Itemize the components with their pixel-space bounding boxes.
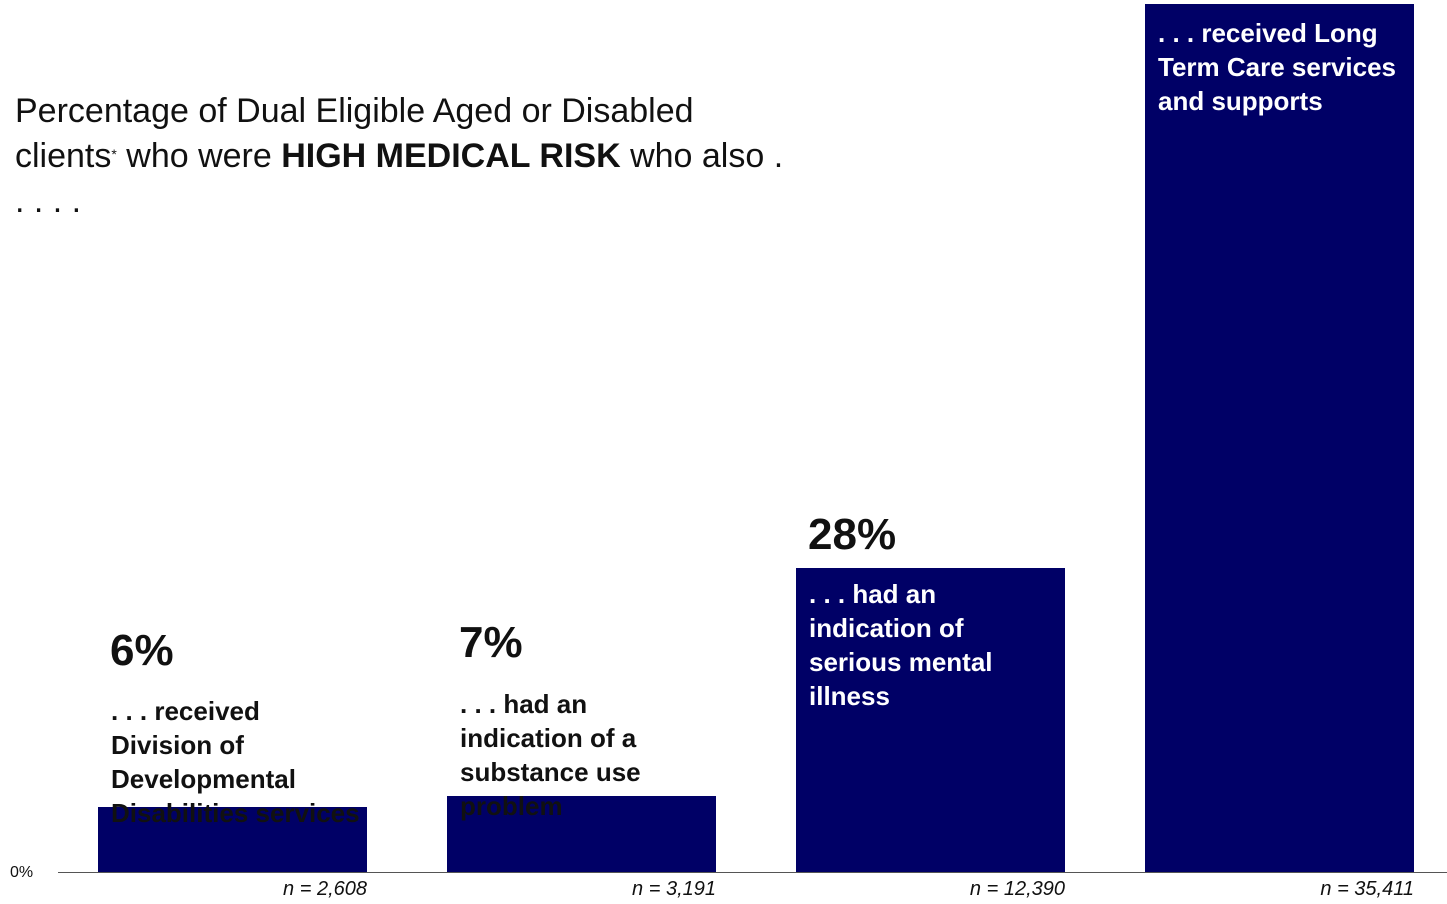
n-label-mental-illness: n = 12,390 <box>969 878 1065 900</box>
asterisk: * <box>111 146 117 162</box>
pct-label-developmental-disabilities: 6% <box>110 626 174 675</box>
desc-substance-use: . . . had an indication of a substance u… <box>460 689 641 821</box>
desc-developmental-disabilities: . . . received Division of Developmental… <box>111 696 360 828</box>
x-axis-line <box>58 872 1447 873</box>
n-label-substance-use: n = 3,191 <box>632 878 716 900</box>
bar-developmental-disabilities <box>98 806 367 872</box>
n-label-long-term-care: n = 35,411 <box>1320 878 1414 900</box>
chart-title: Percentage of Dual Eligible Aged or Disa… <box>15 92 784 220</box>
pct-label-substance-use: 7% <box>459 618 523 667</box>
y-zero-label: 0% <box>10 864 34 881</box>
desc-mental-illness: . . . had an indication of serious menta… <box>809 579 993 712</box>
bar-substance-use <box>447 796 716 872</box>
bar-mental-illness <box>796 568 1065 872</box>
pct-label-mental-illness: 28% <box>808 510 897 560</box>
bar-long-term-care <box>1145 4 1414 872</box>
n-label-developmental-disabilities: n = 2,608 <box>283 878 367 900</box>
desc-long-term-care: . . . received Long Term Care services a… <box>1158 18 1397 116</box>
title-emphasis: HIGH MEDICAL RISK <box>281 137 621 175</box>
